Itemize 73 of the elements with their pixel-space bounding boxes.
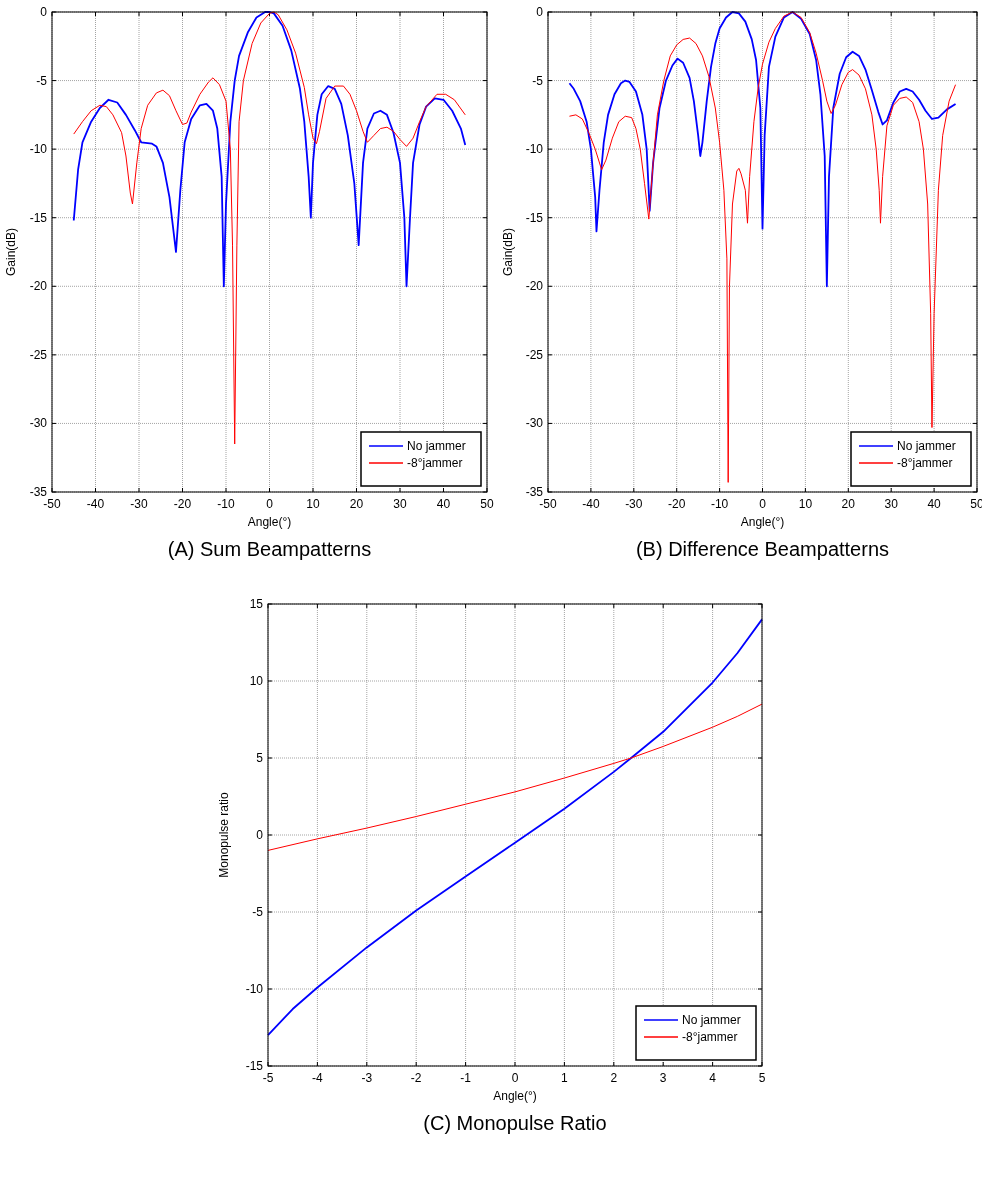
y-tick-label: -20 [29,279,48,294]
y-tick-label: 5 [256,751,264,765]
text: (C) Monopulse Ratio [423,1112,607,1134]
x-tick-label: 0 [266,497,274,511]
y-tick-label: -15 [525,210,544,225]
y-tick-label: -5 [36,73,48,88]
y-tick-label: -20 [525,279,544,294]
x-tick-label: 10 [306,497,320,511]
x-axis-title: Angle(°) [740,515,785,529]
y-tick-label: -25 [29,347,48,362]
x-tick-label: -40 [86,497,105,511]
x-tick-label: 5 [758,1071,766,1085]
x-tick-label: -20 [173,497,192,511]
y-tick-label: -35 [525,485,544,499]
y-tick-label: 15 [249,597,264,611]
y-tick-label: -10 [525,142,544,157]
y-tick-label: -10 [29,142,48,157]
line-series [72,11,467,288]
x-tick-label: -10 [217,497,235,511]
x-tick-label: -1 [460,1071,472,1085]
legend-label: -8°jammer [407,456,463,470]
x-tick-label: 2 [610,1071,618,1085]
y-axis-title: Gain(dB) [501,227,515,277]
x-tick-label: 40 [927,497,942,511]
x-tick-label: -50 [539,497,557,511]
y-tick-label: 0 [40,5,48,19]
x-tick-label: -40 [582,497,600,511]
x-tick-label: 30 [884,497,899,511]
x-tick-label: 20 [349,497,364,511]
x-tick-label: 3 [659,1071,667,1085]
y-tick-label: 0 [536,5,544,19]
y-axis-title: Monopulse ratio [217,791,231,878]
y-tick-label: -15 [29,210,48,225]
x-tick-label: -2 [410,1071,422,1085]
line-series [568,11,957,288]
x-axis-title: Angle(°) [247,515,292,529]
y-tick-label: -15 [245,1059,264,1073]
x-tick-label: 20 [841,497,856,511]
y-tick-label: -35 [29,485,48,499]
y-tick-label: 10 [249,674,264,688]
x-tick-label: 10 [798,497,813,511]
x-tick-label: -20 [668,497,686,511]
x-tick-label: 1 [561,1071,569,1085]
x-tick-label: 30 [393,497,407,511]
x-tick-label: -10 [710,497,729,511]
y-tick-label: -5 [532,73,544,88]
y-tick-label: 0 [256,828,264,842]
text: (B) Difference Beampatterns [635,538,890,560]
x-tick-label: -50 [43,497,61,511]
x-axis-title: Angle(°) [493,1089,537,1103]
line-series [568,11,957,483]
x-tick-label: 0 [759,497,767,511]
x-tick-label: -4 [312,1071,324,1085]
x-tick-label: 50 [480,497,494,511]
x-tick-label: -30 [130,497,148,511]
x-tick-label: 40 [436,497,451,511]
y-axis-title: Gain(dB) [4,227,18,277]
y-tick-label: -30 [525,416,544,431]
legend-label: No jammer [682,1013,741,1027]
legend-label: -8°jammer [897,456,953,470]
legend-label: -8°jammer [682,1030,738,1044]
x-tick-label: 4 [709,1071,717,1085]
y-tick-label: -5 [252,905,264,919]
y-tick-label: -30 [29,416,48,431]
legend-label: No jammer [897,439,956,453]
x-tick-label: -30 [625,497,643,511]
x-tick-label: -3 [361,1071,373,1085]
y-tick-label: -10 [245,982,264,996]
legend-label: No jammer [407,439,466,453]
text: (A) Sum Beampatterns [167,538,372,560]
x-tick-label: 0 [511,1071,519,1085]
y-tick-label: -25 [525,347,544,362]
line-series [267,703,763,851]
